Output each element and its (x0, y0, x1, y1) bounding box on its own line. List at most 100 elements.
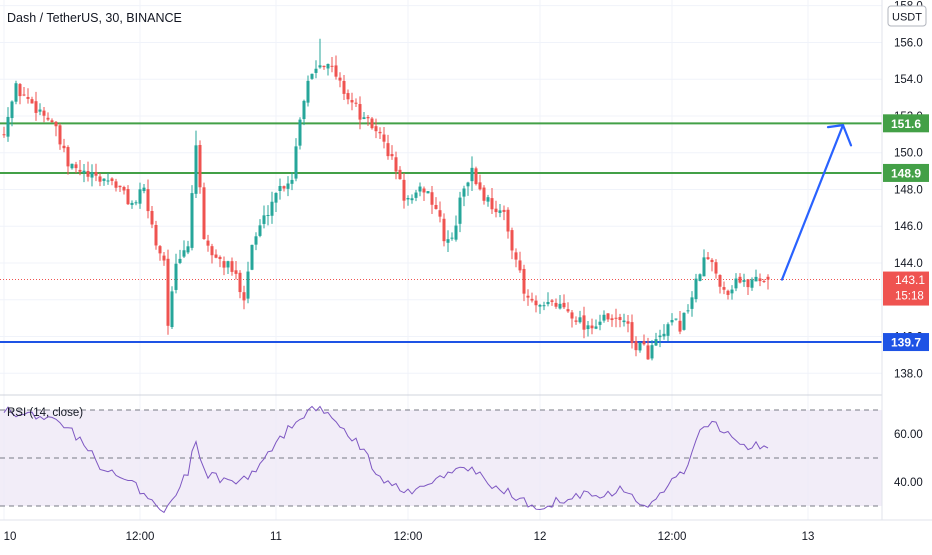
candle (130, 200, 134, 209)
candle (678, 310, 682, 335)
candle-body (506, 209, 510, 232)
candle (486, 194, 490, 207)
candle-body (658, 335, 662, 338)
candle-body (606, 313, 610, 320)
currency-button-label[interactable]: USDT (892, 12, 922, 24)
candle-body (586, 325, 590, 330)
candle-body (422, 188, 426, 193)
candle-body (214, 254, 218, 258)
candle (138, 182, 142, 209)
candle-body (258, 225, 262, 236)
candle (326, 63, 330, 76)
candle-body (566, 309, 570, 312)
candle-body (578, 317, 582, 323)
candle-body (442, 218, 446, 242)
candle-body (594, 326, 598, 329)
candle-body (306, 80, 310, 103)
candle (578, 310, 582, 324)
candle (2, 126, 6, 138)
countdown-label: 15:18 (895, 291, 924, 303)
level-tag-label: 139.7 (891, 336, 921, 350)
candle-body (518, 260, 522, 271)
last-price-tag-bg (883, 271, 929, 306)
candle (154, 220, 158, 250)
candle (374, 118, 378, 139)
candle-body (582, 315, 586, 330)
price-tick-label: 156.0 (894, 37, 923, 49)
candle-body (106, 180, 110, 182)
currency-button[interactable]: USDT (887, 5, 927, 27)
candle-body (210, 246, 214, 256)
candle (582, 306, 586, 339)
price-tick-label: 154.0 (894, 74, 923, 86)
candle-body (290, 179, 294, 184)
candle (738, 273, 742, 284)
candle-body (430, 192, 434, 205)
candle-body (254, 236, 258, 245)
candle (646, 337, 650, 360)
candle-body (78, 169, 82, 172)
price-tick-label: 150.0 (894, 148, 923, 160)
candle (6, 107, 10, 142)
candle-body (530, 298, 534, 301)
candle (346, 89, 350, 105)
candle (162, 252, 166, 266)
arrow-head[interactable] (826, 124, 853, 147)
candle (586, 321, 590, 337)
candle (166, 249, 170, 335)
candle-body (698, 274, 702, 281)
candle-body (94, 172, 98, 176)
candle-body (510, 230, 514, 251)
candle-body (546, 301, 550, 305)
candle (482, 185, 486, 205)
candle (194, 130, 198, 199)
candle-body (678, 320, 682, 332)
candle (418, 182, 422, 197)
candle-body (146, 189, 150, 212)
arrow-shaft[interactable] (780, 124, 845, 281)
currency-button-frame[interactable] (887, 5, 927, 27)
projection-arrow[interactable] (780, 124, 853, 281)
candle (38, 103, 42, 116)
level-lines (0, 122, 882, 344)
candle (510, 227, 514, 260)
time-tick-label: 13 (802, 531, 815, 543)
candle-body (746, 279, 750, 288)
candle (498, 204, 502, 218)
candle-body (346, 93, 350, 100)
rsi-axis[interactable]: 60.00 40.00 (894, 429, 923, 489)
candle-body (610, 318, 614, 321)
candle-body (514, 252, 518, 260)
candle (258, 219, 262, 238)
candle (310, 73, 314, 80)
candle (618, 313, 622, 328)
candle-body (758, 278, 762, 282)
candle-body (726, 290, 730, 295)
candle-body (486, 197, 490, 202)
rsi-tick-label: 60.00 (894, 429, 923, 441)
candle-body (498, 210, 502, 213)
candle (174, 253, 178, 294)
candle-body (398, 169, 402, 180)
level-tag-label: 151.6 (891, 117, 921, 131)
price-tick-label: 144.0 (894, 258, 923, 270)
candle (674, 318, 678, 321)
candle (58, 123, 62, 150)
candle-body (26, 96, 30, 99)
candle (458, 191, 462, 233)
candle (238, 270, 242, 299)
candle-body (366, 117, 370, 119)
candle-body (218, 256, 222, 260)
candle (410, 194, 414, 204)
candle (606, 313, 610, 323)
candle-body (318, 65, 322, 68)
candle (26, 88, 30, 104)
candle (102, 178, 106, 186)
candle (754, 269, 758, 282)
candle (234, 261, 238, 280)
time-axis[interactable]: 10 12:00 11 12:00 12 12:00 13 (4, 531, 815, 543)
candle (298, 117, 302, 150)
candle-body (570, 312, 574, 319)
